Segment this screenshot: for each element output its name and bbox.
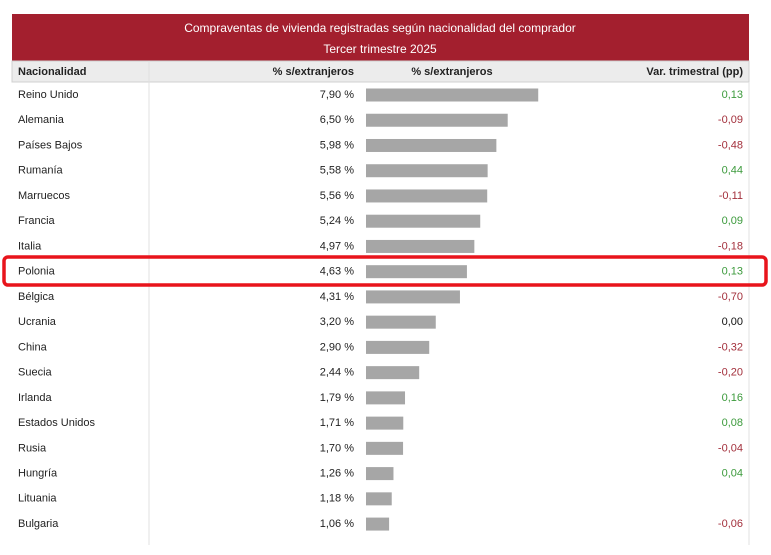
country-name: Italia <box>18 240 42 252</box>
country-name: Polonia <box>18 266 56 278</box>
share-value: 1,71 % <box>320 417 354 429</box>
quarterly-change: 0,16 <box>722 392 743 404</box>
share-bar <box>366 239 475 253</box>
quarterly-change: -0,18 <box>718 240 743 252</box>
share-bar <box>366 391 406 405</box>
country-name: Reino Unido <box>18 89 79 101</box>
country-name: Ucrania <box>18 316 57 328</box>
country-name: Países Bajos <box>18 139 83 151</box>
share-bar <box>366 138 497 152</box>
country-name: China <box>18 341 48 353</box>
share-bar <box>366 189 488 203</box>
quarterly-change: -0,11 <box>719 190 743 202</box>
share-bar <box>366 492 392 506</box>
share-bar <box>366 214 481 228</box>
title-line: Compraventas de vivienda registradas seg… <box>184 21 576 35</box>
share-value: 5,56 % <box>320 190 354 202</box>
country-name: Irlanda <box>18 392 53 404</box>
quarterly-change: -0,32 <box>718 341 743 353</box>
title-bar <box>12 14 749 61</box>
share-bar <box>366 416 404 430</box>
share-value: 2,90 % <box>320 341 354 353</box>
share-value: 1,06 % <box>320 518 354 530</box>
share-bar <box>366 265 467 279</box>
country-name: Francia <box>18 215 56 227</box>
share-bar <box>366 366 420 380</box>
country-name: Bélgica <box>18 291 55 303</box>
title-line: Tercer trimestre 2025 <box>323 42 437 56</box>
share-bar <box>366 113 508 127</box>
quarterly-change: -0,09 <box>718 114 743 126</box>
quarterly-change: -0,04 <box>718 442 743 454</box>
quarterly-change: 0,04 <box>722 468 743 480</box>
share-value: 6,50 % <box>320 114 354 126</box>
quarterly-change: -0,70 <box>718 291 743 303</box>
header-cell: % s/extranjeros <box>273 66 354 78</box>
share-value: 5,98 % <box>320 139 354 151</box>
quarterly-change: 0,08 <box>722 417 743 429</box>
quarterly-change: 0,00 <box>722 316 743 328</box>
share-bar <box>366 517 390 531</box>
share-value: 3,20 % <box>320 316 354 328</box>
share-value: 1,18 % <box>320 493 354 505</box>
header-row <box>11 60 750 83</box>
country-name: Marruecos <box>18 190 70 202</box>
highlight-box <box>2 255 768 287</box>
country-name: Alemania <box>18 114 65 126</box>
quarterly-change: -0,48 <box>718 139 743 151</box>
share-value: 4,31 % <box>320 291 354 303</box>
share-value: 4,63 % <box>320 266 354 278</box>
share-bar <box>366 467 394 481</box>
country-name: Rumanía <box>18 165 64 177</box>
share-bar <box>366 315 436 329</box>
share-bar <box>366 441 404 455</box>
share-bar <box>366 164 488 178</box>
country-name: Lituania <box>18 493 57 505</box>
share-value: 5,24 % <box>320 215 354 227</box>
share-value: 5,58 % <box>320 165 354 177</box>
quarterly-change: -0,20 <box>718 367 743 379</box>
header-cell: % s/extranjeros <box>411 66 492 78</box>
share-bar <box>366 88 539 102</box>
share-bar <box>366 290 460 304</box>
quarterly-change: -0,06 <box>718 518 743 530</box>
share-bar <box>366 340 430 354</box>
country-name: Estados Unidos <box>18 417 96 429</box>
country-name: Bulgaria <box>18 518 59 530</box>
country-name: Rusia <box>18 442 47 454</box>
header-cell: Nacionalidad <box>18 66 86 78</box>
share-value: 7,90 % <box>320 89 354 101</box>
share-value: 4,97 % <box>320 240 354 252</box>
header-cell: Var. trimestral (pp) <box>646 66 743 78</box>
quarterly-change: 0,13 <box>722 89 743 101</box>
country-name: Hungría <box>18 468 58 480</box>
share-value: 1,70 % <box>320 442 354 454</box>
share-value: 2,44 % <box>320 367 354 379</box>
quarterly-change: 0,09 <box>722 215 743 227</box>
share-value: 1,26 % <box>320 468 354 480</box>
country-name: Suecia <box>18 367 53 379</box>
share-value: 1,79 % <box>320 392 354 404</box>
quarterly-change: 0,44 <box>722 165 743 177</box>
quarterly-change: 0,13 <box>722 266 743 278</box>
